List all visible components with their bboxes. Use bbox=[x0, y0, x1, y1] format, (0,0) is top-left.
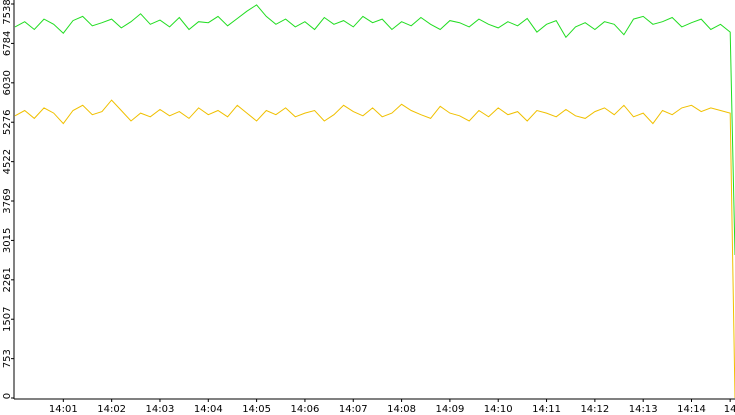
y-tick-label: 4522 bbox=[2, 149, 13, 174]
x-tick-label: 14:11 bbox=[532, 404, 561, 415]
y-tick-label: 2261 bbox=[2, 267, 13, 292]
x-tick-label: 14:01 bbox=[49, 404, 78, 415]
y-tick-label: 3769 bbox=[2, 188, 13, 213]
x-tick-label: 14:02 bbox=[97, 404, 126, 415]
y-tick-label: 1507 bbox=[2, 307, 13, 332]
x-tick-label: 14:10 bbox=[484, 404, 513, 415]
y-tick-label: 7538 bbox=[2, 0, 13, 25]
x-tick-label: 14:06 bbox=[291, 404, 320, 415]
y-tick-label: 3015 bbox=[2, 228, 13, 253]
y-tick-label: 0 bbox=[2, 393, 13, 399]
x-tick-label: 14 bbox=[724, 404, 735, 415]
series-line bbox=[14, 4, 735, 256]
x-tick-label: 14:09 bbox=[435, 404, 464, 415]
x-tick-label: 14:08 bbox=[387, 404, 416, 415]
x-tick-label: 14:13 bbox=[629, 404, 658, 415]
x-tick-label: 14:12 bbox=[580, 404, 609, 415]
y-tick-label: 753 bbox=[2, 349, 13, 368]
x-tick-label: 14:03 bbox=[146, 404, 175, 415]
x-tick-label: 14:14 bbox=[677, 404, 706, 415]
y-tick-label: 5276 bbox=[2, 110, 13, 135]
x-tick-label: 14:04 bbox=[194, 404, 223, 415]
series-line bbox=[14, 99, 735, 399]
y-tick-label: 6784 bbox=[2, 31, 13, 56]
y-tick-label: 6030 bbox=[2, 70, 13, 95]
x-tick-label: 14:05 bbox=[242, 404, 271, 415]
x-tick-label: 14:07 bbox=[339, 404, 368, 415]
